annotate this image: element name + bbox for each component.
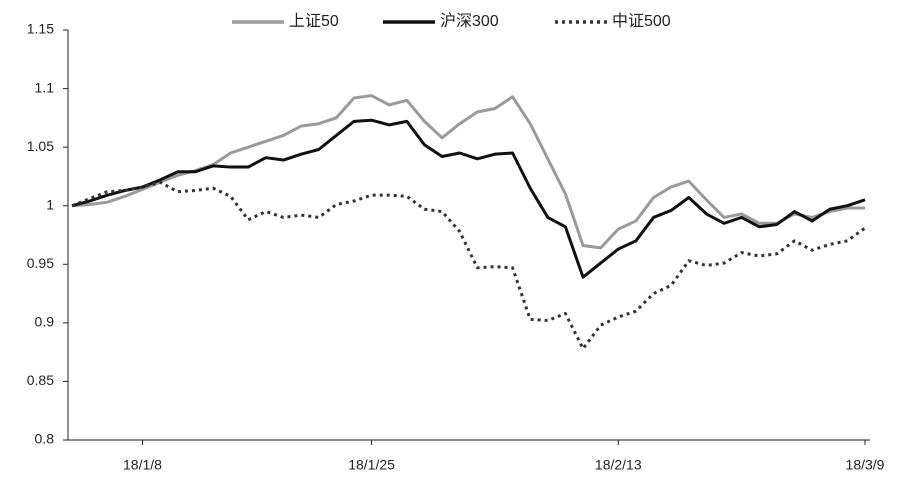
y-tick-label: 1.15 <box>27 21 54 37</box>
legend-label: 中证500 <box>612 12 671 30</box>
y-tick-label: 1.05 <box>27 138 54 154</box>
legend-label: 沪深300 <box>440 12 499 30</box>
x-tick-label: 18/1/8 <box>123 457 162 473</box>
legend-label: 上证50 <box>289 12 339 30</box>
series-line <box>71 180 866 351</box>
x-tick-label: 18/1/25 <box>348 457 395 473</box>
y-tick-label: 0.8 <box>35 431 55 447</box>
y-tick-label: 1 <box>46 196 54 212</box>
y-tick-label: 0.95 <box>27 255 54 271</box>
legend: 上证50 沪深300 中证500 <box>232 12 671 30</box>
x-tick-label: 18/3/9 <box>846 457 885 473</box>
x-tick-label: 18/2/13 <box>595 457 642 473</box>
y-tick-label: 0.85 <box>27 372 54 388</box>
y-tick-label: 0.9 <box>35 314 55 330</box>
series-line <box>71 118 866 279</box>
y-tick-label: 1.1 <box>35 79 55 95</box>
